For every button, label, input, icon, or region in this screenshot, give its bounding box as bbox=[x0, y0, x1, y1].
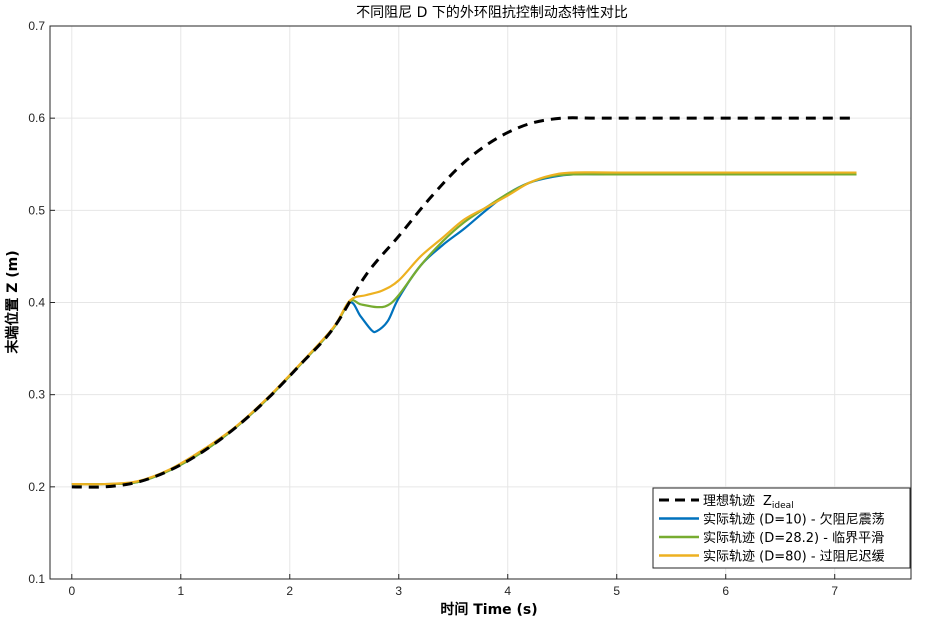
series-line-1 bbox=[71, 116, 857, 489]
legend-label-4: 实际轨迹 (D=80) - 过阻尼迟缓 bbox=[703, 550, 885, 565]
y-tick-label: 0.4 bbox=[28, 296, 45, 310]
y-tick-label: 0.5 bbox=[28, 203, 45, 217]
x-tick-label: 4 bbox=[504, 584, 511, 598]
y-tick-label: 0.2 bbox=[28, 480, 45, 494]
x-tick-label: 5 bbox=[613, 584, 620, 598]
y-tick-label: 0.1 bbox=[28, 572, 45, 586]
legend-label-1: 理想轨迹 Zideal bbox=[703, 493, 794, 511]
y-tick-label: 0.7 bbox=[28, 19, 45, 33]
x-axis-label: 时间 Time (s) bbox=[440, 601, 537, 618]
chart-title: 不同阻尼 D 下的外环阻抗控制动态特性对比 bbox=[356, 5, 628, 21]
legend-subscript-base: Z bbox=[763, 494, 772, 509]
series-line-4 bbox=[71, 171, 857, 486]
axis-ticks: 0 1 2 3 4 5 6 7 0.1 0.2 0.3 0.4 0.5 0.6 0.7 bbox=[28, 19, 838, 598]
x-tick-label: 2 bbox=[286, 584, 293, 598]
x-tick-label: 1 bbox=[177, 584, 184, 598]
series-group bbox=[71, 116, 857, 489]
x-tick-label: 6 bbox=[722, 584, 729, 598]
legend-label-2: 实际轨迹 (D=10) - 欠阻尼震荡 bbox=[703, 512, 885, 528]
x-tick-label: 3 bbox=[395, 584, 402, 598]
x-tick-label: 7 bbox=[831, 584, 838, 598]
y-axis-label: 末端位置 Z (m) bbox=[4, 250, 21, 353]
y-tick-label: 0.3 bbox=[28, 388, 45, 402]
legend-label-3: 实际轨迹 (D=28.2) - 临界平滑 bbox=[703, 531, 884, 546]
legend-subscript: ideal bbox=[772, 501, 794, 511]
y-tick-label: 0.6 bbox=[28, 111, 45, 125]
x-tick-label: 0 bbox=[68, 584, 75, 598]
